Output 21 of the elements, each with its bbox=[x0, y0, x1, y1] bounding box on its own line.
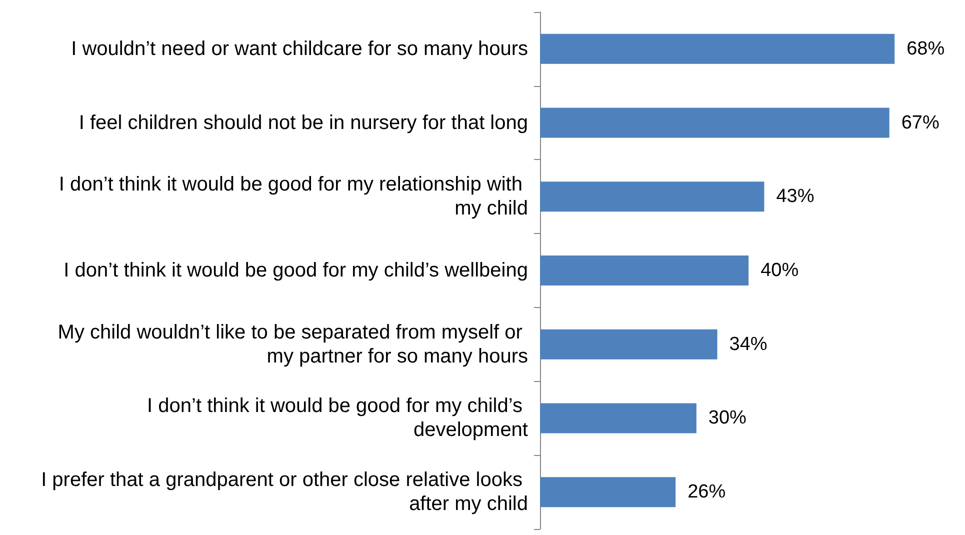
bar bbox=[540, 182, 764, 212]
data-label: 43% bbox=[776, 186, 814, 208]
bar bbox=[540, 256, 749, 286]
y-tick-label: My child wouldn’t like to be separated from myself or my partner for so many hours bbox=[58, 321, 528, 368]
y-tick-label: I don’t think it would be good for my child’s development bbox=[147, 395, 528, 442]
y-tick-label: I don’t think it would be good for my relationship with my child bbox=[58, 174, 528, 220]
bar bbox=[540, 329, 718, 360]
bar bbox=[540, 108, 890, 138]
y-tick-label: I don’t think it would be good for my child’s wellbeing bbox=[64, 260, 528, 282]
bar bbox=[540, 34, 895, 64]
data-label: 40% bbox=[760, 260, 799, 281]
data-label: 26% bbox=[688, 482, 726, 503]
data-label: 68% bbox=[906, 38, 945, 60]
y-tick-label: I wouldn’t need or want childcare for so many hours bbox=[71, 38, 528, 60]
data-label: 30% bbox=[708, 408, 747, 429]
y-tick-label: I prefer that a grandparent or other close relative looks after my child bbox=[41, 469, 528, 516]
data-label: 34% bbox=[729, 334, 768, 355]
bar bbox=[540, 477, 676, 508]
data-label: 67% bbox=[901, 112, 940, 134]
bar bbox=[540, 403, 696, 434]
y-tick-label: I feel children should not be in nursery for that long bbox=[78, 112, 528, 134]
